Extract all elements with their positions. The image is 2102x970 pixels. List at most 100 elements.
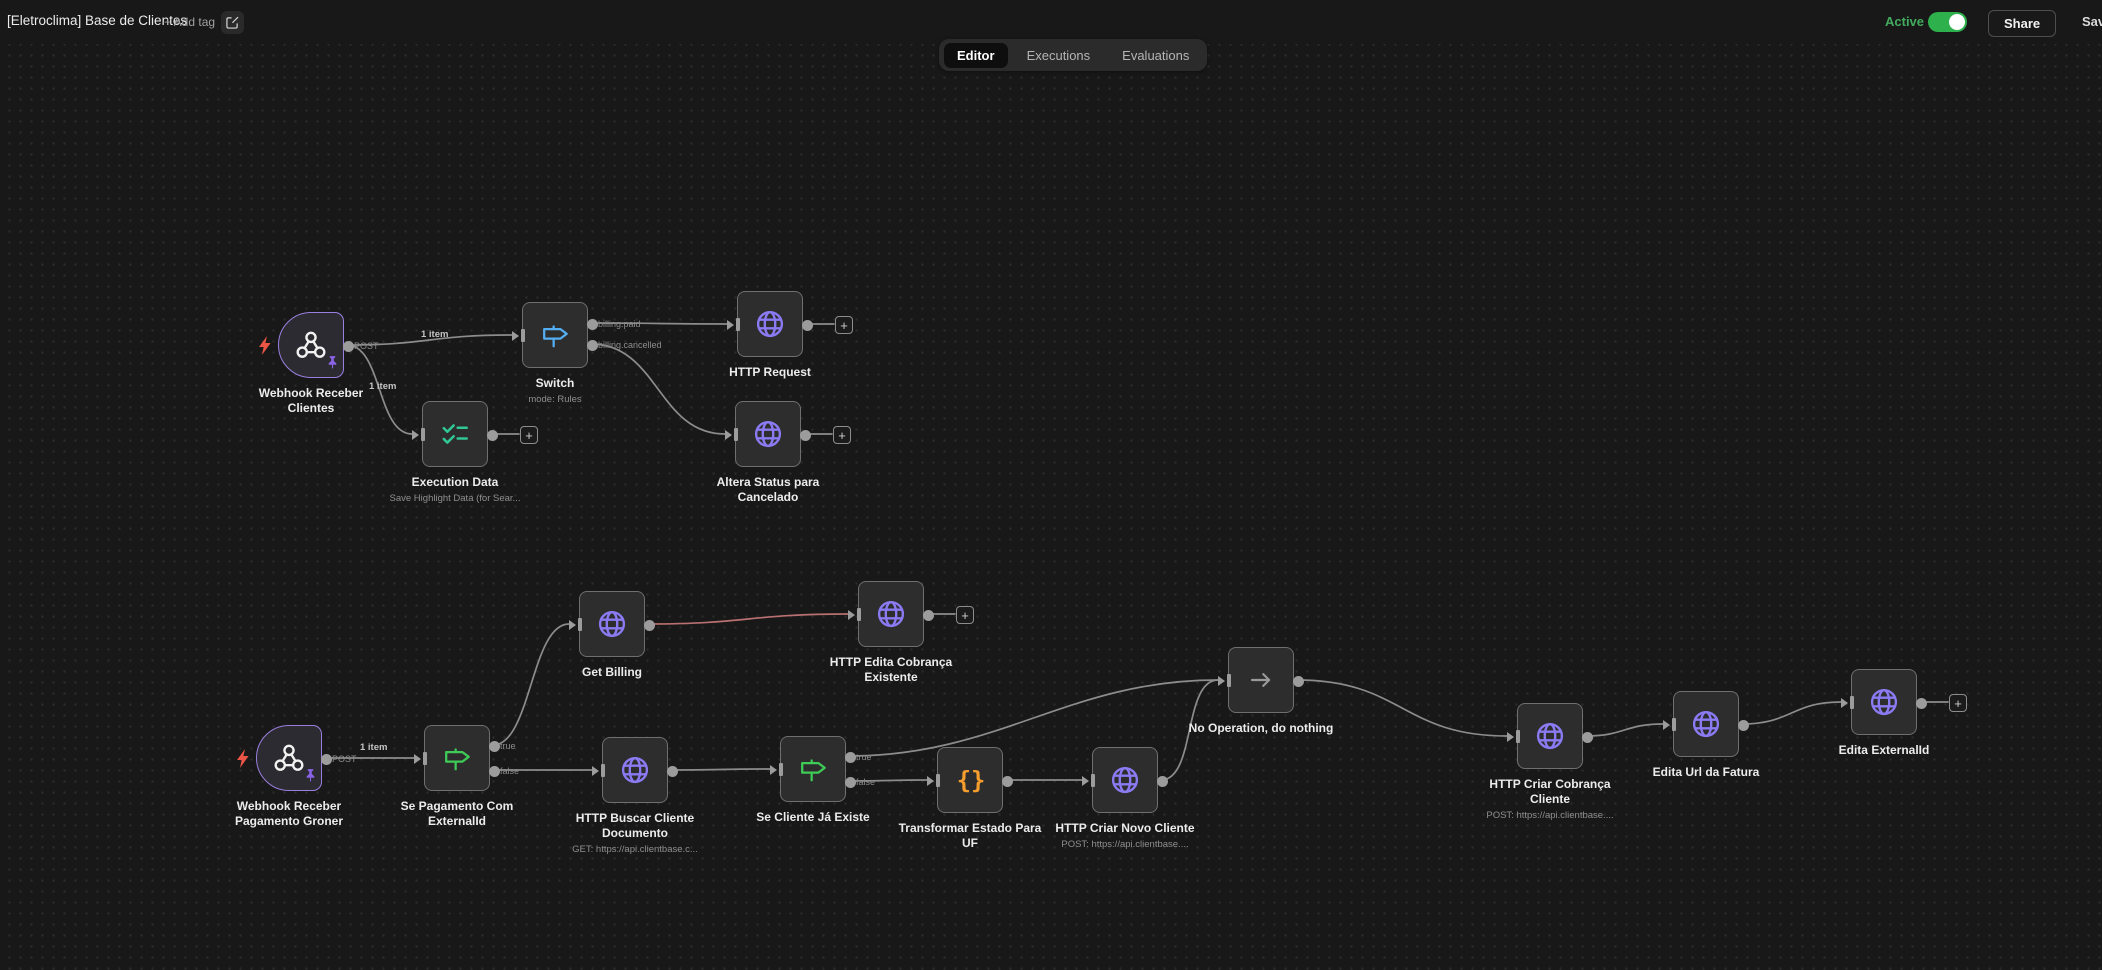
input-port[interactable] <box>422 752 427 765</box>
input-arrow-icon <box>848 610 855 620</box>
connection-items-label: 1 item <box>369 381 397 392</box>
output-port[interactable] <box>320 753 332 765</box>
node-secliente[interactable]: true false Se Cliente Já Existe <box>756 736 875 824</box>
input-port[interactable] <box>420 428 425 441</box>
node-transformar[interactable]: {} Transformar Estado Para UF <box>899 747 1041 850</box>
output-port[interactable] <box>801 319 813 331</box>
input-arrow-icon <box>1082 776 1089 786</box>
node-switch[interactable]: billing.paid billing.cancelled Switch mode:… <box>512 302 662 405</box>
output-port[interactable] <box>922 609 934 621</box>
output-port[interactable] <box>586 339 598 351</box>
connection[interactable] <box>346 334 513 346</box>
connection[interactable] <box>1585 723 1664 737</box>
output-port[interactable] <box>486 429 498 441</box>
node-sublabel: mode: Rules <box>528 394 582 405</box>
connection[interactable] <box>492 623 570 746</box>
output-port[interactable] <box>844 776 856 788</box>
pin-icon <box>327 356 338 374</box>
input-arrow-icon <box>1841 698 1848 708</box>
add-node-button[interactable]: + <box>956 606 974 624</box>
connection[interactable] <box>1160 679 1219 781</box>
input-port[interactable] <box>778 763 783 776</box>
input-port[interactable] <box>935 774 940 787</box>
connection[interactable] <box>590 343 726 435</box>
add-node-button[interactable]: + <box>1949 694 1967 712</box>
output-port[interactable] <box>1915 697 1927 709</box>
output-port[interactable] <box>586 318 598 330</box>
node-httpcobranca[interactable]: HTTP Criar Cobrança Cliente POST: https:/… <box>1486 703 1614 821</box>
input-port[interactable] <box>520 329 525 342</box>
input-port[interactable] <box>733 428 738 441</box>
input-port[interactable] <box>577 618 582 631</box>
output-port[interactable] <box>488 765 500 777</box>
add-node-button[interactable]: + <box>835 316 853 334</box>
input-port[interactable] <box>1849 696 1854 709</box>
connection[interactable] <box>670 768 771 771</box>
share-button[interactable]: Share <box>1988 10 2057 37</box>
node-httpbuscar[interactable]: HTTP Buscar Cliente Documento GET: https:… <box>572 737 698 855</box>
arrow-right-icon <box>1229 648 1293 712</box>
rename-workflow-button[interactable] <box>221 11 244 34</box>
node-editaurl[interactable]: Edita Url da Fatura <box>1653 691 1759 779</box>
workflow-active-toggle[interactable] <box>1928 12 1967 32</box>
input-port[interactable] <box>1671 718 1676 731</box>
output-port[interactable] <box>342 340 354 352</box>
input-port[interactable] <box>600 764 605 777</box>
connection[interactable] <box>647 613 849 625</box>
checklist-icon <box>423 402 487 466</box>
node-httpreq[interactable]: + HTTP Request <box>727 291 853 379</box>
node-sublabel: Save Highlight Data (for Sear... <box>389 493 521 504</box>
if-signpost-icon <box>781 737 845 801</box>
node-altera[interactable]: + Altera Status para Cancelado <box>717 401 851 504</box>
node-httpedita[interactable]: + HTTP Edita Cobrança Existente <box>830 581 974 684</box>
output-port[interactable] <box>1156 775 1168 787</box>
output-port-label: billing.cancelled <box>598 340 662 350</box>
output-port[interactable] <box>1737 719 1749 731</box>
tab-editor[interactable]: Editor <box>944 42 1008 68</box>
node-getbilling[interactable]: Get Billing <box>569 591 655 679</box>
input-port[interactable] <box>1090 774 1095 787</box>
globe-icon <box>859 582 923 646</box>
tab-executions[interactable]: Executions <box>1026 47 1091 63</box>
input-port[interactable] <box>735 318 740 331</box>
node-label: HTTP Criar Novo Cliente POST: https://api… <box>1025 821 1225 851</box>
connection[interactable] <box>346 344 413 435</box>
globe-icon <box>1674 692 1738 756</box>
node-wh1[interactable]: POST Webhook Receber Clientes <box>259 312 379 415</box>
output-port[interactable] <box>643 619 655 631</box>
save-button[interactable]: Sav <box>2082 14 2102 29</box>
connection[interactable] <box>1741 701 1842 725</box>
output-port[interactable] <box>1292 675 1304 687</box>
node-noop[interactable]: No Operation, do nothing <box>1189 647 1333 735</box>
input-port[interactable] <box>1226 674 1231 687</box>
input-port[interactable] <box>856 608 861 621</box>
lightning-trigger-icon <box>258 336 271 360</box>
output-port[interactable] <box>488 740 500 752</box>
input-arrow-icon <box>1507 732 1514 742</box>
node-editaext[interactable]: + Edita ExternalId <box>1839 669 1967 757</box>
if-signpost-icon <box>425 726 489 790</box>
output-port[interactable] <box>844 751 856 763</box>
input-port[interactable] <box>1515 730 1520 743</box>
input-arrow-icon <box>727 320 734 330</box>
connection[interactable] <box>848 779 928 782</box>
connection[interactable] <box>1296 679 1508 737</box>
node-label: Execution Data Save Highlight Data (for S… <box>355 475 555 505</box>
node-label: HTTP Edita Cobrança Existente <box>829 655 953 684</box>
connection[interactable] <box>590 322 728 325</box>
output-port[interactable] <box>666 765 678 777</box>
node-execdata[interactable]: + Execution Data Save Highlight Data (for … <box>390 401 538 504</box>
add-node-button[interactable]: + <box>520 426 538 444</box>
output-port[interactable] <box>799 429 811 441</box>
tab-evaluations[interactable]: Evaluations <box>1122 47 1190 63</box>
add-node-button[interactable]: + <box>833 426 851 444</box>
node-label: HTTP Buscar Cliente Documento GET: https:… <box>535 811 735 856</box>
connection[interactable] <box>848 679 1219 757</box>
output-port[interactable] <box>1001 775 1013 787</box>
add-tag-button[interactable]: + Add tag <box>164 15 216 29</box>
node-sepag[interactable]: true false Se Pagamento Com ExternalId <box>401 725 519 828</box>
node-httpcriarnovo[interactable]: HTTP Criar Novo Cliente POST: https://api… <box>1055 747 1195 850</box>
node-wh2[interactable]: POST Webhook Receber Pagamento Groner <box>235 725 357 828</box>
output-port[interactable] <box>1581 731 1593 743</box>
